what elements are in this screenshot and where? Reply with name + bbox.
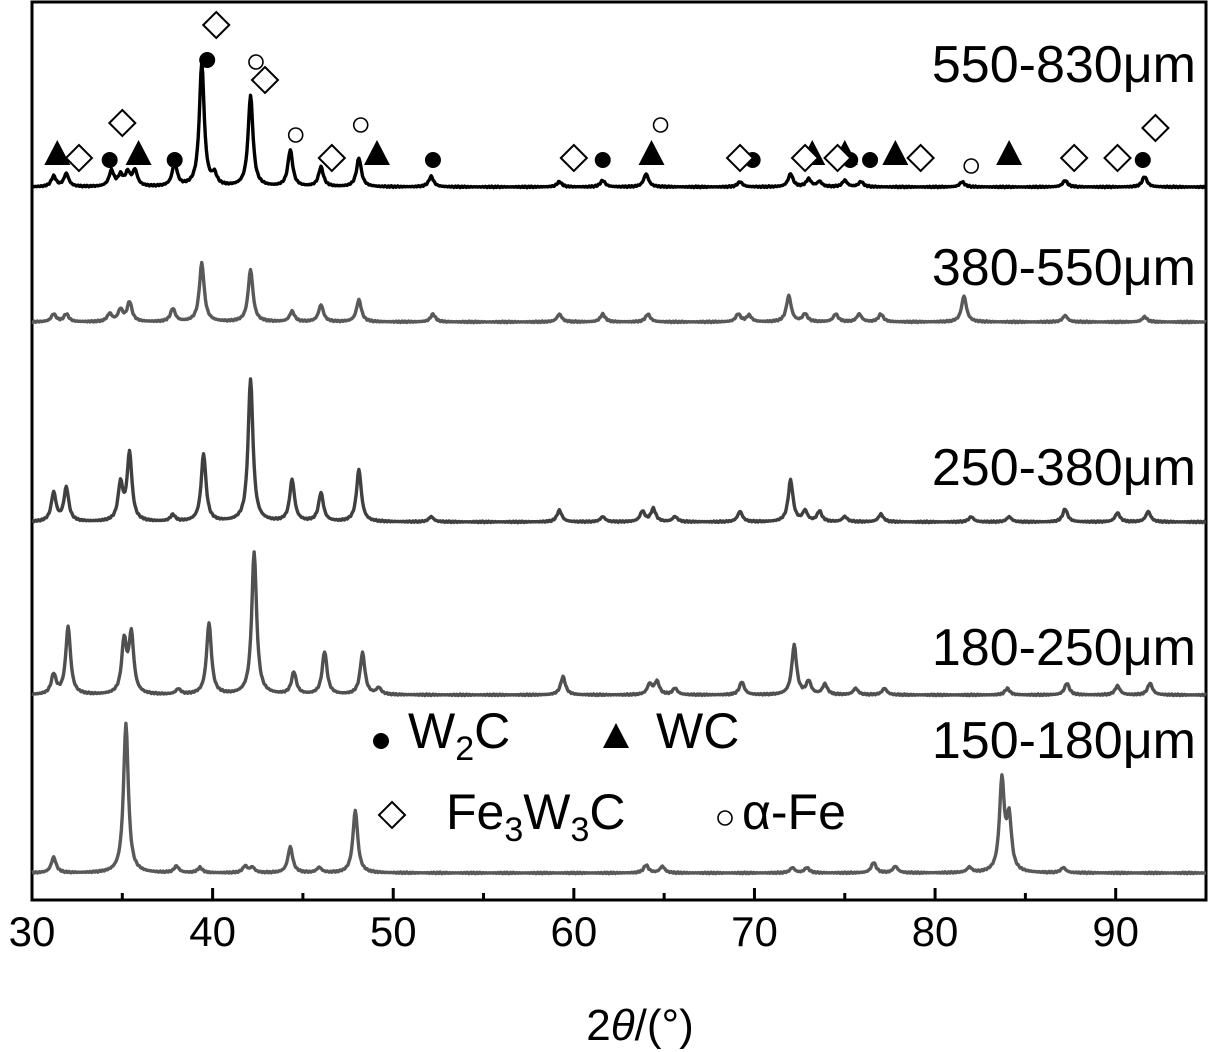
x-axis-label: 2θ/(°) xyxy=(586,1001,693,1050)
marker-Fe3W3C xyxy=(1059,143,1089,173)
marker-Fe3W3C xyxy=(1103,143,1132,173)
legend-sub: 2 xyxy=(455,730,474,768)
marker-alpha-Fe xyxy=(352,117,369,133)
x-tick-label: 30 xyxy=(9,908,56,955)
marker-Fe3W3C xyxy=(725,143,755,173)
marker-alpha-Fe xyxy=(652,117,669,133)
marker-WC xyxy=(363,140,390,165)
series-label: 380-550μm xyxy=(932,239,1196,297)
legend-text: Fe xyxy=(446,784,504,840)
legend-symbol-W2C xyxy=(373,733,389,749)
legend-text: C xyxy=(474,703,510,759)
marker-Fe3W3C xyxy=(317,143,347,173)
marker-alpha-Fe xyxy=(248,54,264,70)
legend-label-Fe3W3C: Fe3W3C xyxy=(446,784,626,849)
legend-label-W2C: W2C xyxy=(408,703,510,768)
x-label-suffix: /(°) xyxy=(635,1001,694,1050)
marker-Fe3W3C xyxy=(559,143,589,173)
marker-Fe3W3C xyxy=(1141,113,1170,143)
legend-symbol-WC xyxy=(603,723,629,748)
x-axis: 30 40 50 60 70 80 90 xyxy=(9,888,1208,955)
legend-sub: 3 xyxy=(504,811,523,849)
trace-150-180μm xyxy=(31,721,1207,876)
marker-W2C xyxy=(166,152,183,168)
legend-text: WC xyxy=(656,703,739,759)
x-tick-label: 40 xyxy=(189,908,236,955)
marker-WC xyxy=(125,140,152,165)
legend-symbol-Fe3W3C xyxy=(377,800,407,830)
x-tick-label: 70 xyxy=(731,908,778,955)
series-label: 180-250μm xyxy=(932,619,1196,677)
marker-Fe3W3C xyxy=(790,143,820,173)
marker-alpha-Fe xyxy=(963,158,980,174)
marker-alpha-Fe xyxy=(287,127,304,143)
x-tick-label: 80 xyxy=(912,908,959,955)
trace-380-550μm xyxy=(31,260,1207,325)
phase-markers xyxy=(44,10,1170,174)
series-label: 550-830μm xyxy=(932,36,1196,94)
diffraction-traces xyxy=(31,60,1208,876)
marker-Fe3W3C xyxy=(906,143,936,173)
marker-Fe3W3C xyxy=(107,108,137,138)
legend-text: W xyxy=(523,784,571,840)
marker-WC xyxy=(882,140,909,165)
x-label-theta: θ xyxy=(611,1001,635,1050)
marker-W2C xyxy=(101,152,118,168)
marker-W2C xyxy=(199,52,216,68)
series-label: 150-180μm xyxy=(932,712,1196,770)
trace-550-830μm xyxy=(31,60,1208,190)
x-label-prefix: 2 xyxy=(586,1001,610,1050)
marker-Fe3W3C xyxy=(823,143,852,173)
plot-area xyxy=(30,0,1208,902)
series-labels: 550-830μm 380-550μm 250-380μm 180-250μm 150-… xyxy=(932,36,1196,770)
trace-180-250μm xyxy=(31,550,1207,698)
marker-Fe3W3C xyxy=(201,10,231,40)
x-tick-label: 50 xyxy=(370,908,417,955)
marker-W2C xyxy=(424,152,441,168)
legend-symbol-alpha-Fe xyxy=(717,810,733,826)
marker-Fe3W3C xyxy=(64,143,94,173)
legend-text: C xyxy=(589,784,625,840)
marker-Fe3W3C xyxy=(250,65,280,95)
marker-WC xyxy=(638,140,665,165)
legend-label-alpha-Fe: α-Fe xyxy=(742,784,846,840)
series-label: 250-380μm xyxy=(932,439,1196,497)
legend-text: α-Fe xyxy=(742,784,846,840)
x-tick-label: 60 xyxy=(550,908,597,955)
plot-border xyxy=(30,0,1208,902)
legend-text: W xyxy=(408,703,456,759)
x-tick-label: 90 xyxy=(1092,908,1139,955)
legend-label-WC: WC xyxy=(656,703,739,759)
marker-WC xyxy=(996,140,1023,165)
marker-W2C xyxy=(1134,152,1151,168)
trace-250-380μm xyxy=(31,377,1207,525)
marker-WC xyxy=(44,140,71,165)
marker-W2C xyxy=(862,152,879,168)
legend-sub: 3 xyxy=(570,811,589,849)
marker-W2C xyxy=(594,152,611,168)
